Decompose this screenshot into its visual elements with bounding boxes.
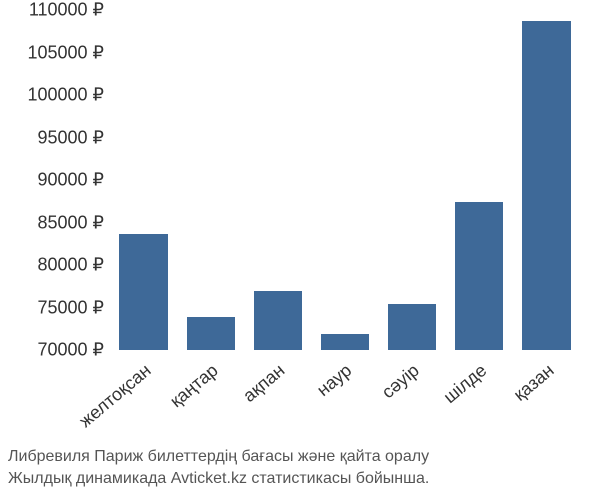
caption-line-1: Либревиля Париж билеттердің бағасы және … (8, 446, 600, 468)
bar (455, 202, 503, 350)
y-tick-label: 80000 ₽ (37, 255, 104, 276)
bars-container (110, 10, 580, 350)
y-tick-label: 100000 ₽ (27, 85, 104, 106)
y-axis: 70000 ₽75000 ₽80000 ₽85000 ₽90000 ₽95000… (0, 10, 104, 350)
y-tick-label: 110000 ₽ (29, 0, 104, 21)
bar (187, 317, 235, 350)
y-tick-label: 85000 ₽ (37, 212, 104, 233)
plot-area (110, 10, 580, 350)
x-tick-label: қазан (509, 360, 558, 406)
price-bar-chart: 70000 ₽ 75000 ₽ 80000 ₽ 85000 ₽ 90000 ₽ 95000… (0, 0, 600, 500)
bar (522, 21, 570, 350)
x-tick-label: қаңтар (166, 360, 222, 412)
caption: Либревиля Париж билеттердің бағасы және … (8, 446, 600, 489)
x-tick-label: сәуір (378, 360, 424, 403)
y-tick-label: 90000 ₽ (37, 170, 104, 191)
x-tick-label: наур (313, 360, 356, 401)
y-tick-label: 105000 ₽ (27, 42, 104, 63)
y-tick-label: 75000 ₽ (37, 297, 104, 318)
bar (254, 291, 302, 350)
bar (388, 304, 436, 350)
y-tick-label: 70000 ₽ (37, 340, 104, 361)
caption-line-2: Жылдық динамикада Avticket.kz статистика… (8, 468, 600, 490)
x-axis-labels: желтоқсанқаңтарақпаннаурсәуіршілдеқазан (110, 360, 580, 450)
bar (321, 334, 369, 350)
y-tick-label: 95000 ₽ (37, 127, 104, 148)
bar (119, 234, 167, 350)
x-tick-label: желтоқсан (75, 360, 155, 432)
x-tick-label: ақпан (239, 360, 289, 407)
x-tick-label: шілде (439, 360, 490, 408)
